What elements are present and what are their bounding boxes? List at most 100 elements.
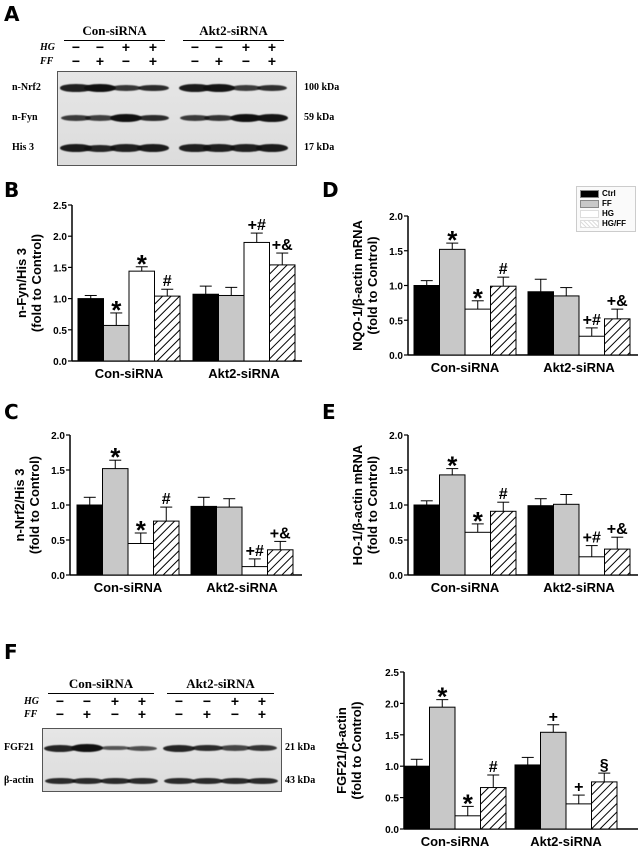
x-category-label: Con-siRNA	[95, 366, 164, 381]
x-category-label: Con-siRNA	[94, 580, 163, 595]
y-tick-label: 2.0	[389, 212, 403, 223]
protein-band	[219, 777, 251, 785]
bar-chart-ho1: 0.0 0.5 1.0 1.5 2.0 HO-1/β-actin mRNA (fold to…	[350, 431, 638, 595]
significance-marker: *	[473, 283, 484, 313]
protein-label: FGF21	[4, 742, 34, 753]
molecular-weight-label: 43 kDa	[285, 775, 316, 786]
significance-marker: *	[447, 225, 458, 255]
significance-marker: #	[499, 261, 508, 278]
y-tick-label: 1.0	[389, 501, 403, 512]
plus-sign: +	[121, 39, 131, 55]
y-axis-label-sub: (fold to Control)	[27, 456, 42, 554]
molecular-weight-label: 59 kDa	[304, 112, 335, 123]
plus-sign: +	[214, 53, 224, 69]
minus-sign: −	[190, 53, 200, 69]
bar-ff	[439, 248, 466, 356]
bar-hg-ff	[480, 787, 507, 830]
significance-marker: *	[136, 515, 147, 545]
x-category-label: Con-siRNA	[431, 360, 500, 375]
plus-sign: +	[257, 706, 267, 722]
protein-band	[84, 144, 116, 152]
y-tick-label: 2.5	[385, 668, 399, 679]
y-tick-label: 2.5	[53, 201, 67, 212]
protein-band	[71, 744, 103, 752]
protein-label: His 3	[12, 142, 34, 153]
y-tick-label: 0.0	[389, 351, 403, 362]
bar-ff	[218, 294, 245, 362]
protein-band	[137, 114, 169, 122]
bar-ff	[553, 503, 580, 576]
y-tick-label: 0.5	[389, 316, 403, 327]
legend-label: HG	[602, 209, 614, 218]
significance-marker: *	[463, 788, 474, 818]
bar-ctrl	[190, 505, 217, 576]
plus-sign: +	[110, 693, 120, 709]
bar-hg	[464, 308, 491, 356]
protein-band	[191, 744, 223, 752]
plus-sign: +	[257, 693, 267, 709]
y-tick-label: 0.5	[389, 536, 403, 547]
y-tick-label: 0.5	[53, 326, 67, 337]
protein-band	[230, 85, 262, 91]
minus-sign: −	[214, 39, 224, 55]
group-header: Akt2-siRNA	[167, 676, 274, 694]
y-axis-label-sub: (fold to Control)	[29, 234, 44, 332]
y-tick-label: 1.5	[389, 247, 403, 258]
minus-sign: −	[121, 53, 131, 69]
bar-hg-ff	[153, 520, 180, 576]
protein-band	[100, 745, 130, 751]
y-tick-label: 1.5	[51, 466, 65, 477]
y-tick-label: 0.5	[51, 536, 65, 547]
minus-sign: −	[241, 53, 251, 69]
y-axis-label: n-Fyn/His 3	[14, 248, 29, 318]
significance-marker: +#	[246, 543, 264, 560]
protein-band	[203, 144, 235, 152]
bar-ff	[216, 506, 243, 576]
bar-ctrl	[514, 764, 541, 830]
bar-hg	[464, 531, 491, 576]
bar-ff	[103, 324, 130, 362]
significance-marker: *	[473, 506, 484, 536]
significance-marker: *	[137, 249, 148, 279]
bar-chart-n-fyn: 0.0 0.5 1.0 1.5 2.0 2.5 n-Fyn/His 3 (fold to Co…	[14, 201, 302, 381]
bar-hg-ff	[490, 510, 517, 576]
bar-hg-ff	[154, 295, 181, 362]
legend-label: Ctrl	[602, 189, 616, 198]
y-tick-label: 0.0	[389, 571, 403, 582]
protein-band	[256, 144, 288, 152]
significance-marker: +	[549, 709, 558, 726]
legend-swatch	[580, 209, 599, 218]
legend-item: FF	[580, 199, 612, 208]
legend-item: HG	[580, 209, 614, 218]
y-tick-label: 0.5	[385, 794, 399, 805]
panel-letter-b: B	[4, 178, 20, 202]
y-tick-label: 0.0	[51, 571, 65, 582]
x-category-label: Con-siRNA	[431, 580, 500, 595]
minus-sign: −	[55, 706, 65, 722]
plus-sign: +	[230, 693, 240, 709]
molecular-weight-label: 17 kDa	[304, 142, 335, 153]
plus-sign: +	[148, 39, 158, 55]
chart-legend: Ctrl FF HG HG/FF	[576, 186, 636, 232]
panel-letter-a: A	[4, 2, 20, 26]
significance-marker: +	[574, 779, 583, 796]
significance-marker: *	[111, 295, 122, 325]
bar-chart-fgf21: 0.0 0.5 1.0 1.5 2.0 2.5 FGF21/β-actin (fold to …	[334, 668, 638, 849]
protein-band	[246, 777, 278, 785]
protein-band	[230, 114, 262, 122]
protein-band	[191, 777, 223, 785]
bar-ctrl	[192, 293, 219, 362]
minus-sign: −	[110, 706, 120, 722]
y-tick-label: 1.5	[385, 731, 399, 742]
x-category-label: Akt2-siRNA	[208, 366, 280, 381]
plus-sign: +	[148, 53, 158, 69]
panel-letter-d: D	[322, 178, 339, 202]
minus-sign: −	[202, 693, 212, 709]
group-header: Con-siRNA	[48, 676, 154, 694]
significance-marker: +#	[248, 217, 266, 234]
bar-chart-n-nrf2: 0.0 0.5 1.0 1.5 2.0 n-Nrf2/His 3 (fold to Cont…	[12, 431, 302, 595]
bar-ctrl	[403, 765, 430, 830]
protein-band	[137, 84, 169, 92]
panel-letter-c: C	[4, 400, 19, 424]
significance-marker: +#	[583, 530, 601, 547]
